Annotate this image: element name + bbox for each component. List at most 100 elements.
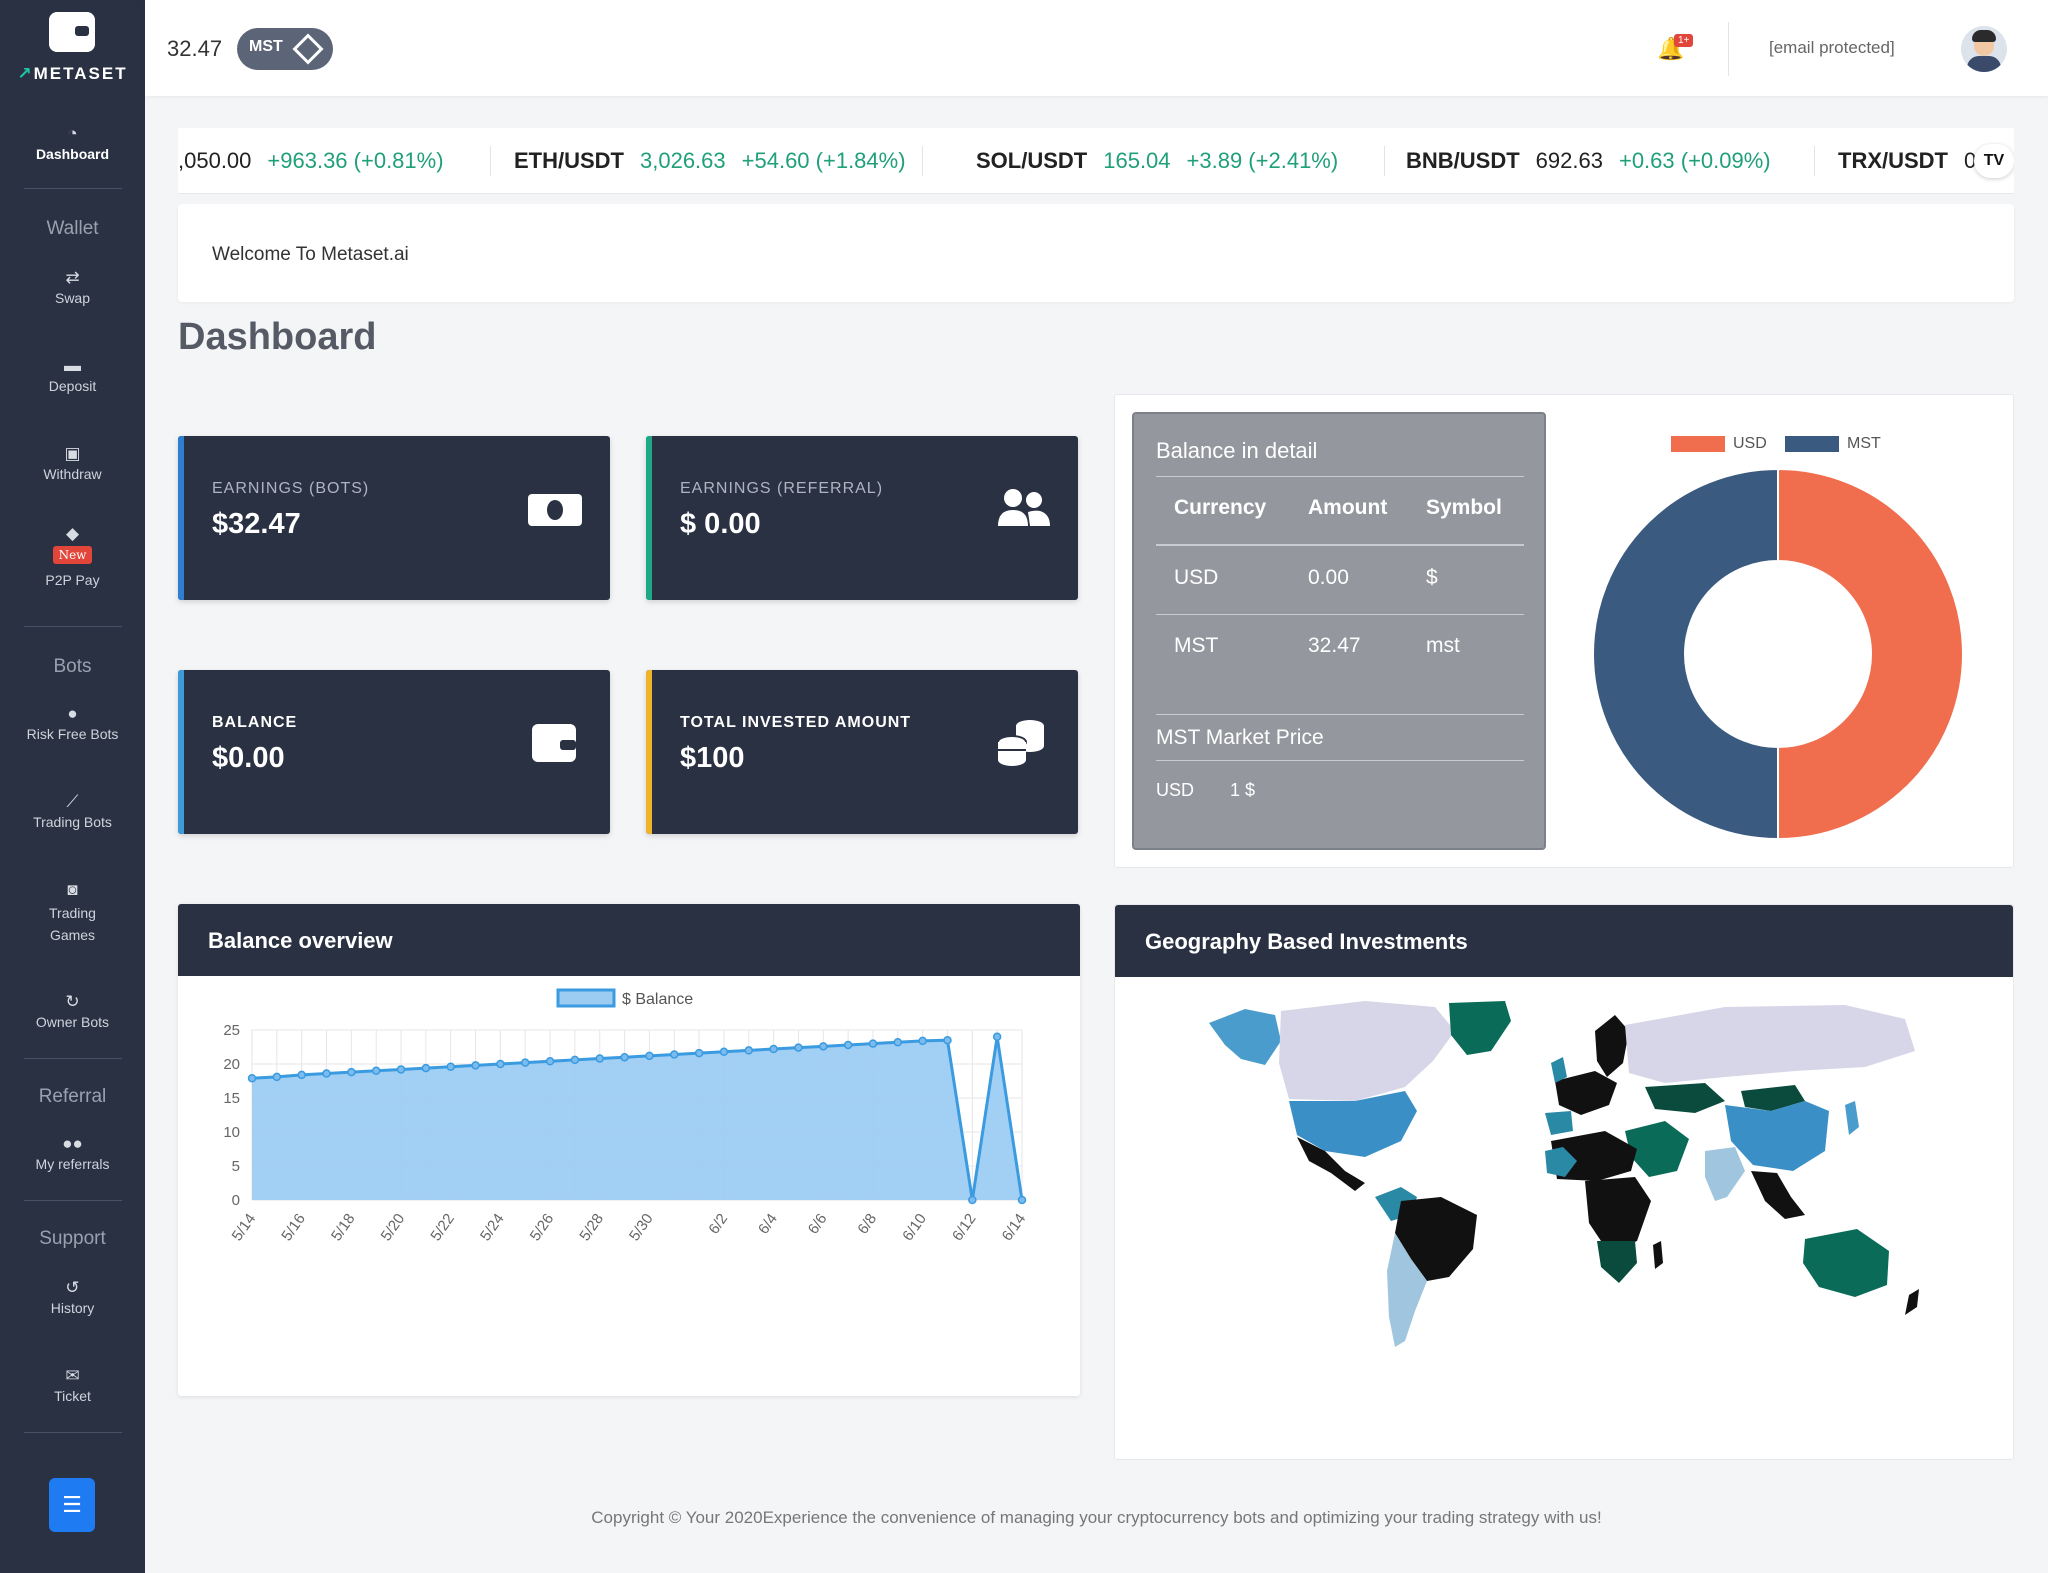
top-balance: 32.47 [167, 36, 223, 61]
x-tick-label: 5/18 [328, 1211, 359, 1245]
map-region-new-zealand [1905, 1289, 1919, 1315]
data-point [620, 1052, 629, 1062]
card-value: $ 0.00 [680, 508, 761, 540]
swap-icon: ⇄ [65, 268, 80, 287]
sidebar-collapse-button[interactable]: ☰ [49, 1478, 95, 1532]
x-tick-label: 6/12 [949, 1211, 980, 1245]
map-region-west-africa [1545, 1147, 1577, 1177]
topbar: 32.47 MST 🔔 1+ [email protected] [145, 0, 2048, 96]
data-point [322, 1069, 331, 1078]
map-region-mexico [1297, 1137, 1365, 1191]
sidebar-divider [24, 1200, 122, 1201]
envelope-icon: ✉ [65, 1366, 80, 1385]
map-region-alaska [1209, 1009, 1281, 1065]
sidebar-item-owner-bots[interactable]: ↻ Owner Bots [0, 990, 145, 1030]
card-accent [646, 670, 652, 834]
table-header: Currency [1174, 496, 1267, 519]
market-currency: USD [1156, 780, 1195, 800]
card-value: $100 [680, 742, 745, 774]
sidebar-item-history[interactable]: ↺ History [0, 1276, 145, 1316]
sidebar-item-risk-free-bots[interactable]: ● Risk Free Bots [0, 702, 145, 742]
ticker-item[interactable]: ETH/USDT 3,026.63 +54.60 (+1.84%) [514, 148, 906, 173]
map-region-usa [1289, 1091, 1417, 1157]
x-tick-label: 5/16 [278, 1211, 309, 1245]
ticker-item[interactable]: BNB/USDT 692.63 +0.63 (+0.09%) [1406, 148, 1771, 173]
sidebar-item-label: Risk Free Bots [26, 726, 119, 742]
sidebar-item-trading-bots[interactable]: ⟋ Trading Bots [0, 790, 145, 830]
data-point [496, 1059, 505, 1069]
table-cell: mst [1426, 634, 1460, 657]
map-region-uk [1551, 1057, 1567, 1083]
data-point [769, 1044, 778, 1054]
sidebar-item-withdraw[interactable]: ▣ Withdraw [0, 442, 145, 482]
sidebar-item-label: Trading Bots [33, 814, 112, 830]
sidebar-item-p2p-pay[interactable]: ◆ New P2P Pay [0, 522, 145, 588]
x-tick-label: 5/26 [527, 1211, 558, 1245]
donut-legend-usd[interactable]: USD [1671, 435, 1767, 453]
sidebar-item-label: Dashboard [35, 146, 110, 162]
data-point [446, 1062, 455, 1071]
coins-icon [997, 720, 1044, 766]
card-earnings-referral: EARNINGS (REFERRAL) $ 0.00 [646, 436, 1078, 600]
logo[interactable]: ↗METASET [0, 8, 145, 88]
card-value: $32.47 [212, 508, 301, 540]
table-header: Symbol [1426, 496, 1502, 519]
card-balance: BALANCE $0.00 [178, 670, 610, 834]
brand-name: ↗METASET [17, 64, 128, 83]
sidebar-section-support: Support [39, 1228, 106, 1249]
donut-slice-mst [1592, 467, 1779, 841]
card-total-invested: TOTAL INVESTED AMOUNT $100 [646, 670, 1078, 834]
map-region-china [1725, 1101, 1829, 1171]
x-tick-label: 5/24 [477, 1211, 508, 1245]
data-point [918, 1036, 927, 1046]
map-region-australia [1803, 1229, 1889, 1297]
table-header: Amount [1308, 496, 1388, 519]
user-email[interactable]: [email protected] [1769, 38, 1895, 57]
map-region-central-africa [1585, 1177, 1651, 1253]
token-label: MST [249, 38, 283, 55]
donut-legend-mst[interactable]: MST [1785, 435, 1881, 453]
map-region-greenland [1449, 1001, 1511, 1055]
sidebar-item-deposit[interactable]: ▬ Deposit [0, 354, 145, 394]
data-point [670, 1050, 679, 1059]
table-cell: 32.47 [1308, 634, 1361, 657]
map-region-middle-east [1625, 1121, 1689, 1177]
ticker-item[interactable]: TRX/USDT 0 [1838, 148, 1977, 173]
balance-line-chart: 0 5 10 15 20 25 5/14 5/16 5/18 5/20 5/22 5/24 5/26 5/… [223, 988, 1029, 1245]
y-tick-label: 15 [223, 1090, 240, 1107]
sidebar-item-trading-games[interactable]: ◙ Trading Games [0, 878, 145, 946]
card-title: Balance overview [208, 928, 393, 953]
y-tick-label: 5 [232, 1158, 240, 1175]
tradingview-logo-icon[interactable]: TV [1974, 144, 2014, 178]
table-cell: $ [1426, 566, 1438, 589]
price-ticker[interactable]: ,050.00 +963.36 (+0.81%) ETH/USDT 3,026.63… [178, 128, 2014, 194]
sidebar-item-dashboard[interactable]: ◔ Dashboard [0, 122, 145, 162]
gauge-icon: ◔ [67, 124, 78, 143]
card-earnings-bots: EARNINGS (BOTS) $32.47 [178, 436, 610, 600]
data-point [694, 1048, 704, 1058]
token-pill[interactable]: MST [237, 28, 333, 70]
sidebar-divider [24, 1058, 122, 1059]
ticker-item[interactable]: SOL/USDT 165.04 +3.89 (+2.41%) [976, 148, 1339, 173]
data-point [819, 1042, 828, 1051]
sidebar-item-ticket[interactable]: ✉ Ticket [0, 1364, 145, 1404]
card-header: Geography Based Investments [1115, 905, 2013, 977]
data-point [794, 1043, 803, 1052]
table-cell: MST [1174, 634, 1219, 657]
history-icon: ↺ [65, 1278, 80, 1297]
sidebar-section-referral: Referral [38, 1086, 107, 1107]
wallet-icon: ▬ [64, 356, 81, 375]
welcome-banner: Welcome To Metaset.ai [178, 204, 2014, 302]
sidebar-item-my-referrals[interactable]: ●● My referrals [0, 1132, 145, 1172]
world-map[interactable] [1205, 1001, 1925, 1361]
balance-panel: Balance in detail Currency Amount Symbol… [1114, 394, 2014, 868]
ticker-item[interactable]: ,050.00 +963.36 (+0.81%) [178, 148, 444, 173]
balance-detail-title: Balance in detail [1156, 438, 1318, 463]
sidebar-item-label: My referrals [35, 1156, 110, 1172]
sidebar-item-swap[interactable]: ⇄ Swap [0, 266, 145, 306]
data-point [595, 1054, 604, 1063]
balance-overview-card: Balance overview 0 5 10 15 20 25 5/14 5/16 5/18 5… [178, 904, 1080, 1396]
x-tick-label: 5/30 [626, 1211, 657, 1245]
avatar[interactable] [1961, 26, 2007, 72]
data-point [744, 1046, 754, 1055]
